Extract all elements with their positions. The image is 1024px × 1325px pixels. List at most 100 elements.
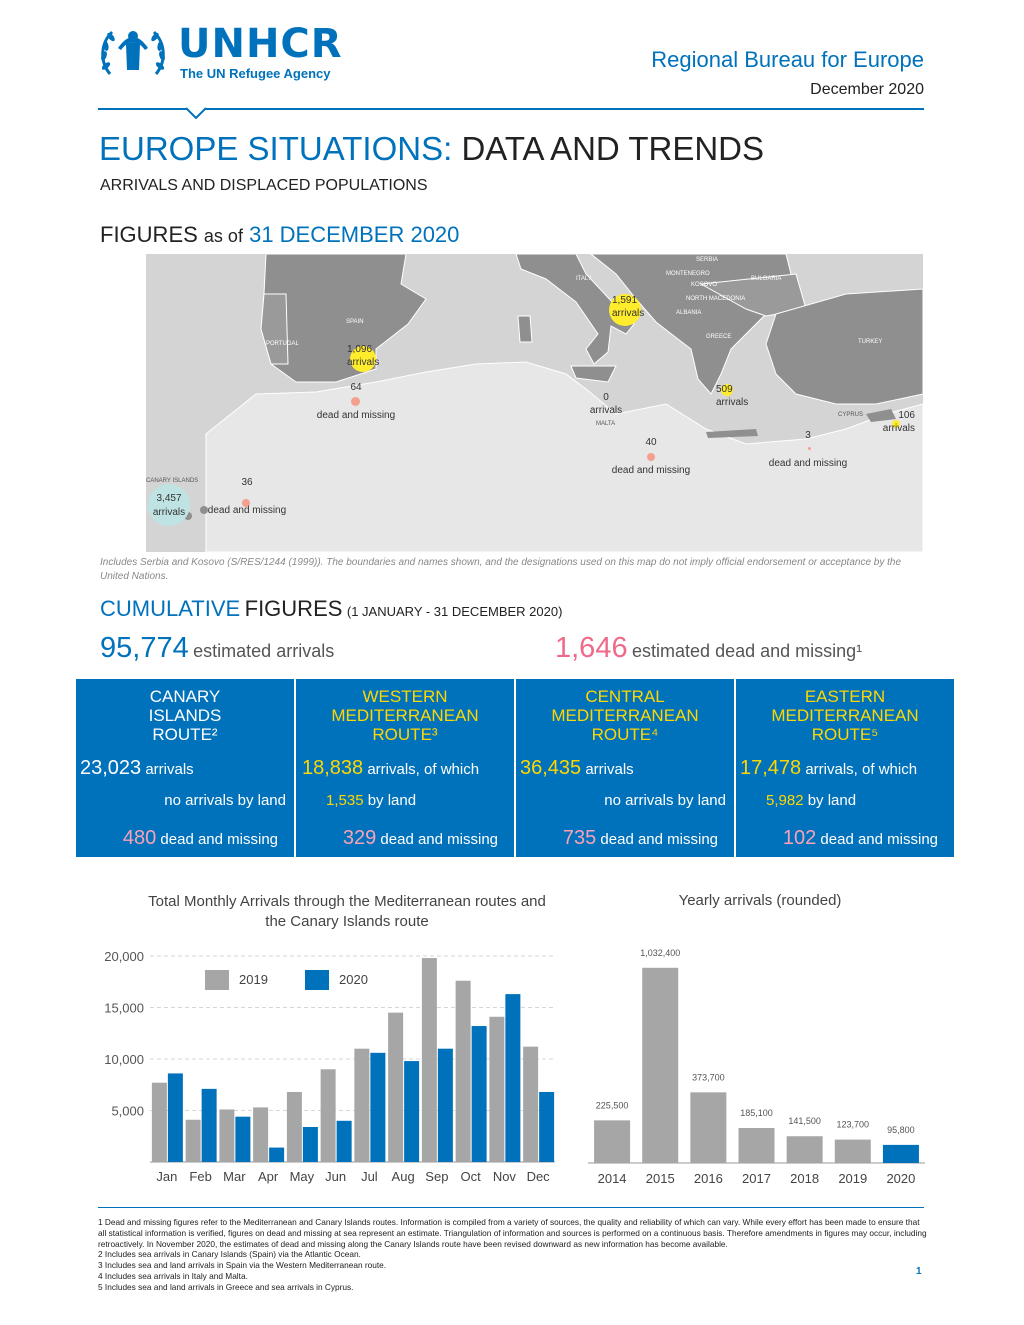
bar-2018 <box>786 1136 823 1163</box>
map-value: 0 <box>603 392 609 403</box>
marker-spain-dead <box>351 397 360 406</box>
map-label-montenegro: MONTENEGRO <box>666 271 710 277</box>
route-dead: 735 dead and missing <box>563 827 718 850</box>
legend-swatch-2019 <box>205 970 229 990</box>
footer-divider <box>98 1207 924 1208</box>
x-tick-label: 2020 <box>886 1171 915 1186</box>
map-label-cyprus: CYPRUS <box>838 412 864 418</box>
map-value-canary-dead: 36 dead and missing <box>202 476 292 518</box>
route-land-label: no arrivals by land <box>604 792 726 809</box>
route-arrivals: 23,023 arrivals <box>80 757 194 780</box>
x-tick-label: May <box>290 1169 315 1184</box>
marker-spain-arrivals <box>350 346 376 372</box>
bureau-name: Regional Bureau for Europe <box>651 47 924 72</box>
route-arrivals-label: arrivals <box>585 761 634 778</box>
x-tick-label: Feb <box>189 1169 211 1184</box>
map-value-cyprus: 106 arrivals <box>879 409 915 435</box>
figures-label: FIGURES <box>100 222 198 247</box>
bar-2019 <box>219 1109 235 1162</box>
map-value: 3,457 <box>156 493 182 504</box>
map-value-spain: 1,096 arrivals <box>347 343 379 369</box>
cumulative-heading: CUMULATIVE FIGURES (1 JANUARY - 31 DECEM… <box>100 596 562 622</box>
map-value: 106 <box>898 410 915 421</box>
map-value-central-dead: 40 dead and missing <box>601 436 701 478</box>
page-title: EUROPE SITUATIONS: DATA AND TRENDS <box>99 130 764 168</box>
x-tick-label: Jun <box>325 1169 346 1184</box>
y-tick-label: 20,000 <box>104 949 144 964</box>
cumulative-range: (1 JANUARY - 31 DECEMBER 2020) <box>346 604 563 619</box>
marker-central-dead <box>647 453 655 461</box>
bar-2020 <box>336 1120 352 1162</box>
route-land: no arrivals by land <box>604 792 726 809</box>
x-tick-label: Mar <box>223 1169 246 1184</box>
total-dead-label: estimated dead and missing¹ <box>632 641 863 661</box>
title-part-2: DATA AND TRENDS <box>461 130 765 167</box>
x-tick-label: 2015 <box>646 1171 675 1186</box>
total-dead-value: 1,646 <box>555 632 628 664</box>
bar-2020 <box>235 1116 251 1162</box>
map-label-portugal: PORTUGAL <box>266 341 299 347</box>
bar-2020 <box>539 1091 555 1162</box>
map-value-eastern-dead: 3 dead and missing <box>758 429 858 471</box>
bar-2020 <box>882 1144 919 1163</box>
data-label: 95,800 <box>887 1125 915 1135</box>
map-value: 1,096 <box>347 344 373 355</box>
map-label-canary-islands: CANARY ISLANDS <box>146 478 199 484</box>
footnote-5: 5 Includes sea and land arrivals in Gree… <box>98 1281 354 1292</box>
bar-2019 <box>489 1016 505 1162</box>
map-unit: arrivals <box>347 357 380 368</box>
route-arrivals-label: arrivals, of which <box>367 761 480 778</box>
map-label-albania: ALBANIA <box>676 310 702 316</box>
data-label: 225,500 <box>596 1100 629 1110</box>
total-arrivals: 95,774 estimated arrivals <box>100 632 334 665</box>
marker-greece-arrivals <box>721 384 733 396</box>
route-dead: 329 dead and missing <box>343 827 498 850</box>
route-arrivals-value: 17,478 <box>740 757 802 779</box>
data-label: 141,500 <box>788 1116 821 1126</box>
map-value-canary-arrivals: 3,457 arrivals <box>148 492 190 520</box>
footnote-3: 3 Includes sea and land arrivals in Spai… <box>98 1260 387 1271</box>
route-card-canary: CANARY ISLANDS ROUTE² 23,023 arrivals no… <box>76 679 294 857</box>
figures-word: FIGURES <box>244 596 343 621</box>
footnote-2: 2 Includes sea arrivals in Canary Island… <box>98 1249 361 1260</box>
map-unit: dead and missing <box>611 465 691 476</box>
total-arrivals-value: 95,774 <box>100 632 189 664</box>
bar-2019 <box>354 1048 370 1162</box>
header-divider <box>98 108 924 110</box>
x-tick-label: Apr <box>258 1169 279 1184</box>
route-land: 5,982 by land <box>766 792 856 809</box>
bar-2020 <box>370 1052 386 1162</box>
data-label: 1,032,400 <box>640 948 680 958</box>
route-land-label: by land <box>807 792 857 809</box>
x-tick-label: 2019 <box>838 1171 867 1186</box>
map-unit: arrivals <box>612 308 645 319</box>
cumulative-word: CUMULATIVE <box>100 596 241 621</box>
marker-italy-arrivals <box>609 294 641 326</box>
map-value: 509 <box>716 384 733 395</box>
yearly-chart-title: Yearly arrivals (rounded) <box>678 892 842 909</box>
bar-2019 <box>151 1082 167 1162</box>
footnote-4: 4 Includes sea arrivals in Italy and Mal… <box>98 1270 248 1281</box>
bar-2019 <box>421 958 437 1162</box>
footnote-1: 1 Dead and missing figures refer to the … <box>98 1217 927 1249</box>
x-tick-label: Aug <box>392 1169 415 1184</box>
x-tick-label: Jan <box>156 1169 177 1184</box>
logo-subtitle: The UN Refugee Agency <box>180 66 331 81</box>
footnotes: 1 Dead and missing figures refer to the … <box>98 1217 928 1293</box>
route-card-western: WESTERN MEDITERRANEAN ROUTE³ 18,838 arri… <box>296 679 514 857</box>
y-tick-label: 15,000 <box>104 1001 144 1016</box>
x-tick-label: Dec <box>527 1169 551 1184</box>
route-dead-label: dead and missing <box>820 831 938 848</box>
y-tick-label: 5,000 <box>111 1104 144 1119</box>
marker-canary-dead <box>242 499 250 507</box>
route-arrivals-value: 18,838 <box>302 757 364 779</box>
route-title: CANARY ISLANDS ROUTE² <box>148 687 222 744</box>
x-tick-label: Nov <box>493 1169 517 1184</box>
title-part-1: EUROPE SITUATIONS: <box>99 130 453 167</box>
bar-2020 <box>167 1073 183 1162</box>
map-unit: arrivals <box>589 405 623 416</box>
x-tick-label: 2018 <box>790 1171 819 1186</box>
map-value-italy: 1,591 arrivals <box>612 294 644 320</box>
marker-cyprus-arrivals <box>892 420 900 428</box>
bar-2019 <box>388 1012 404 1162</box>
